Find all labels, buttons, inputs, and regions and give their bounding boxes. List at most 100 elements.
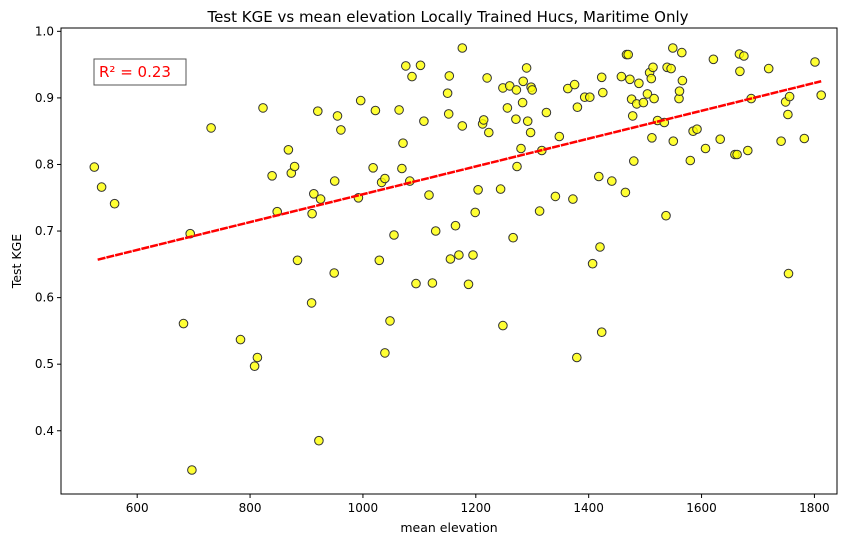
data-point: [314, 435, 324, 446]
data-point: [568, 194, 578, 204]
data-point: [700, 143, 711, 154]
data-point: [783, 109, 793, 120]
data-point: [525, 127, 536, 138]
data-point: [430, 226, 441, 236]
data-point: [527, 85, 538, 95]
data-point: [394, 105, 404, 115]
y-axis-title: Test KGE: [9, 234, 24, 289]
x-tick-label: 1200: [461, 501, 492, 515]
data-point: [642, 89, 653, 99]
data-point: [620, 187, 631, 198]
data-point: [668, 43, 678, 53]
data-point: [516, 143, 526, 154]
data-point: [370, 105, 381, 116]
data-point: [398, 138, 408, 148]
data-point: [450, 220, 461, 231]
data-point: [666, 63, 676, 74]
data-point: [267, 171, 277, 181]
data-point: [677, 47, 687, 58]
y-tick-label: 0.5: [35, 357, 54, 371]
data-point: [784, 91, 795, 102]
data-point: [313, 106, 323, 116]
data-point: [810, 57, 820, 67]
data-point: [677, 75, 688, 86]
data-point: [735, 66, 745, 77]
data-point: [498, 320, 508, 331]
r-squared-annotation: R² = 0.23: [99, 63, 171, 81]
data-point: [419, 116, 429, 126]
data-point: [473, 185, 483, 195]
x-tick-label: 1000: [348, 501, 379, 515]
data-point: [482, 73, 492, 83]
data-point: [623, 49, 634, 60]
x-axis: 600 800 1000 1200 1400 1600 1800: [126, 494, 830, 515]
data-point: [454, 250, 464, 260]
y-tick-label: 0.6: [35, 291, 54, 305]
data-point: [511, 114, 521, 124]
points-layer: [89, 43, 827, 475]
x-tick-label: 1600: [686, 501, 717, 515]
data-point: [235, 334, 246, 345]
data-point: [258, 103, 268, 113]
data-point: [648, 62, 658, 73]
data-point: [445, 254, 456, 264]
data-point: [329, 176, 340, 186]
y-tick-label: 0.8: [35, 157, 54, 171]
data-point: [329, 268, 340, 278]
data-point: [385, 316, 395, 326]
data-point: [598, 87, 608, 98]
data-point: [443, 109, 454, 119]
data-point: [616, 71, 627, 82]
data-point: [607, 176, 617, 186]
data-point: [763, 63, 774, 74]
data-point: [96, 182, 107, 192]
data-point: [512, 161, 522, 172]
y-tick-label: 1.0: [35, 24, 54, 38]
r-squared-box: [93, 58, 187, 86]
data-point: [550, 191, 561, 202]
data-point: [292, 255, 303, 266]
data-point: [470, 207, 481, 218]
data-point: [518, 76, 529, 87]
data-point: [468, 250, 478, 260]
data-point: [502, 103, 513, 113]
data-point: [109, 198, 120, 209]
data-point: [315, 194, 326, 204]
data-point: [380, 173, 390, 184]
data-point: [457, 43, 468, 53]
y-tick-label: 0.4: [35, 424, 54, 438]
data-point: [457, 121, 468, 131]
data-point: [478, 115, 489, 125]
data-point: [625, 74, 635, 85]
x-tick-label: 800: [239, 501, 262, 515]
data-point: [816, 90, 827, 100]
data-point: [380, 348, 390, 358]
data-point: [647, 133, 657, 143]
data-point: [307, 208, 317, 219]
data-point: [554, 131, 565, 142]
data-point: [336, 125, 346, 135]
data-point: [572, 352, 582, 363]
data-point: [715, 134, 726, 144]
chart-title: Test KGE vs mean elevation Locally Train…: [206, 8, 688, 26]
x-tick-label: 1800: [799, 501, 830, 515]
regression-fit-line: [97, 80, 822, 261]
data-point: [252, 352, 263, 363]
data-point: [521, 63, 532, 73]
data-point: [661, 210, 671, 221]
data-point: [401, 61, 411, 71]
data-point: [249, 361, 260, 372]
data-point: [629, 156, 639, 166]
data-point: [534, 206, 545, 216]
data-point: [187, 465, 197, 475]
data-point: [424, 190, 434, 200]
data-point: [634, 78, 644, 89]
x-axis-title: mean elevation: [400, 520, 497, 535]
data-point: [595, 242, 605, 252]
data-point: [427, 278, 438, 288]
data-point: [407, 71, 417, 82]
data-point: [511, 85, 522, 95]
data-point: [594, 171, 604, 182]
data-point: [368, 163, 378, 173]
